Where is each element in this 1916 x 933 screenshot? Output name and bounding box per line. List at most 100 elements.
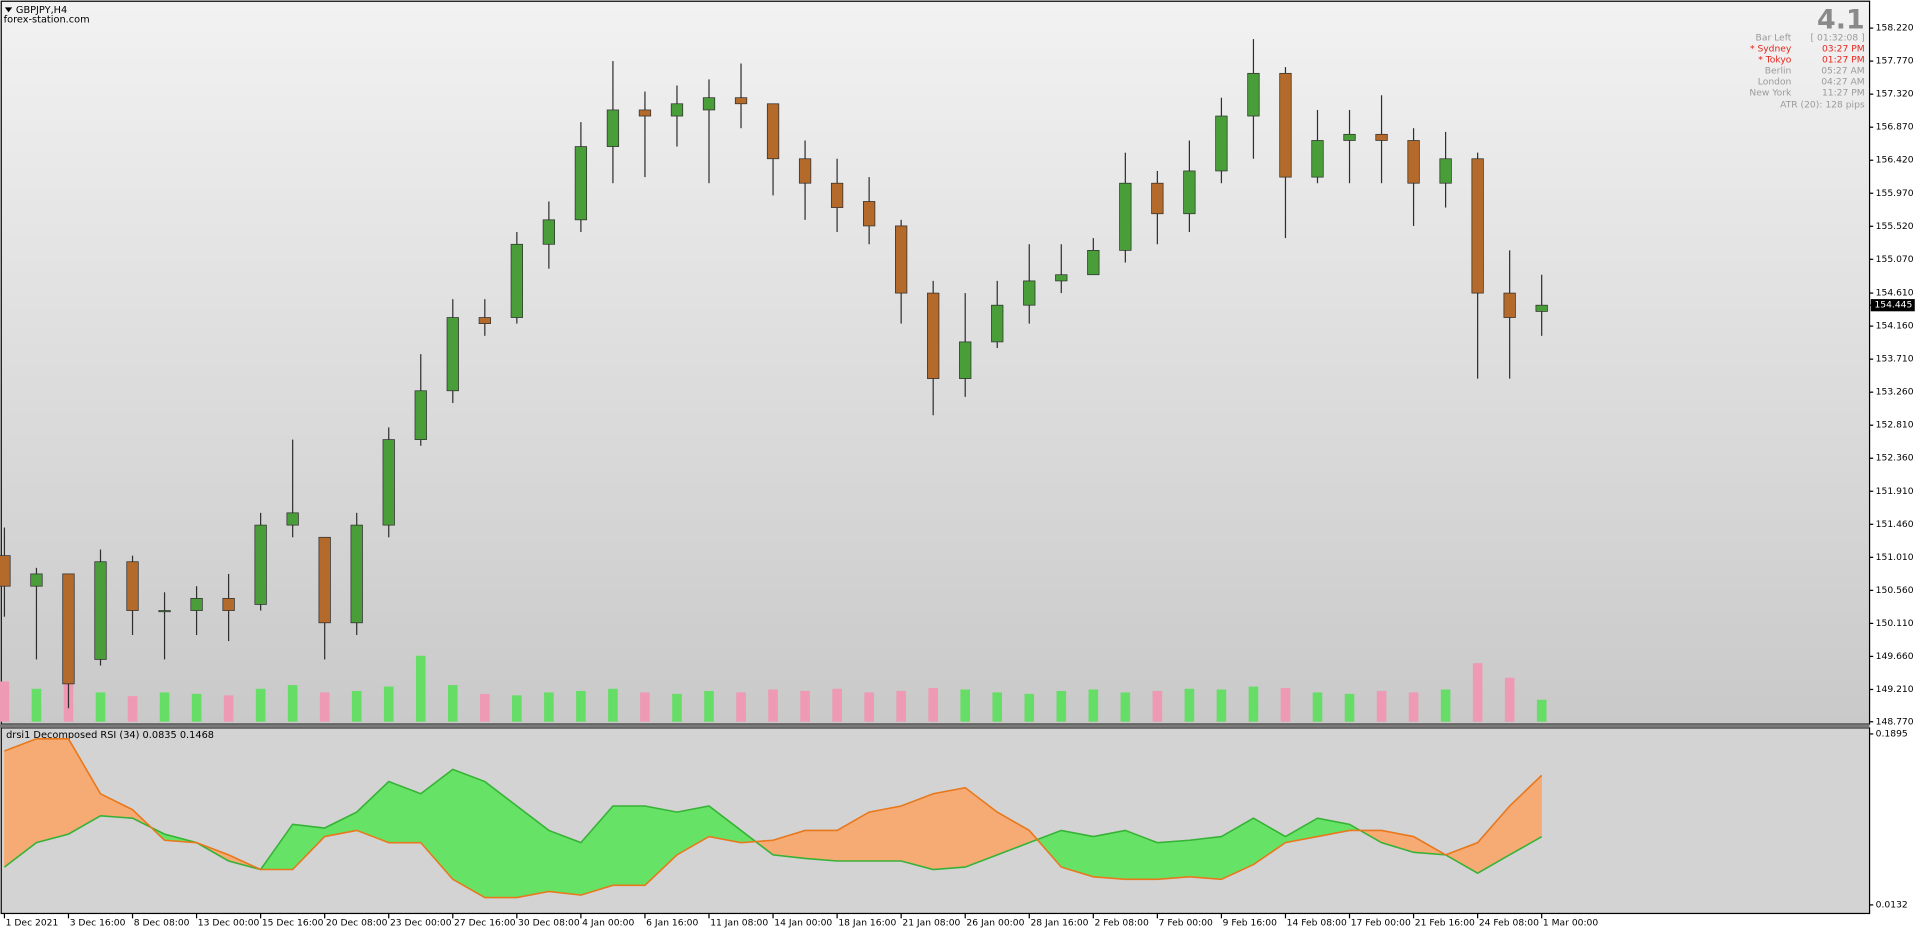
candle-body [1055, 274, 1068, 282]
indicator-title: drsi1 Decomposed RSI (34) 0.0835 0.1468 [6, 730, 214, 741]
volume-bar [1184, 688, 1195, 722]
y-tick-label: 0.1895 [1876, 728, 1908, 739]
fill-segment [1189, 836, 1222, 880]
fill-segment [36, 738, 69, 843]
x-tick-label: 23 Dec 00:00 [390, 918, 452, 929]
y-tick-label: 152.810 [1876, 420, 1914, 431]
y-tick-label: 148.770 [1876, 716, 1914, 727]
candle-body [734, 97, 748, 105]
x-tick-label: 1 Dec 2021 [6, 918, 59, 929]
candle-body [1503, 292, 1516, 318]
volume-bar [736, 692, 746, 722]
x-tick-label: 3 Dec 16:00 [70, 918, 126, 929]
info-label: New York [1749, 87, 1792, 98]
fill-segment [612, 805, 646, 886]
candle-body [94, 561, 107, 660]
y-tick-label: 158.220 [1876, 23, 1914, 34]
info-value: 11:27 PM [1822, 87, 1865, 98]
y-tick-label: 155.970 [1876, 188, 1914, 199]
volume-bar [1408, 692, 1419, 722]
candle-body [606, 109, 620, 147]
candle-body [959, 341, 972, 379]
y-tick-label: 154.610 [1876, 288, 1914, 299]
info-label: * Tokyo [1758, 54, 1792, 65]
watermark: forex-station.com [4, 15, 90, 26]
candle-body [1407, 140, 1420, 184]
candle-body [254, 524, 267, 605]
y-tick-label: 0.0132 [1876, 899, 1908, 910]
x-tick-label: 24 Feb 08:00 [1479, 918, 1539, 929]
candle-body [222, 597, 235, 611]
candle-body [1343, 133, 1356, 141]
info-label: Berlin [1765, 65, 1792, 76]
candle-body [766, 103, 780, 160]
candle-body [446, 317, 459, 392]
x-tick-label: 8 Dec 08:00 [134, 918, 190, 929]
volume-bar [319, 692, 330, 722]
info-value: 04:27 AM [1821, 76, 1864, 87]
y-tick-label: 156.420 [1876, 155, 1914, 166]
y-tick-label: 151.460 [1876, 519, 1914, 530]
info-value: 03:27 PM [1822, 43, 1865, 54]
x-tick-label: 20 Dec 08:00 [326, 918, 388, 929]
volume-bar [447, 685, 458, 722]
x-tick-label: 27 Dec 16:00 [454, 918, 516, 929]
x-tick-label: 9 Feb 16:00 [1223, 918, 1277, 929]
volume-bar [1472, 663, 1483, 722]
candle-body [1247, 72, 1260, 117]
x-tick-label: 28 Jan 16:00 [1030, 918, 1088, 929]
volume-bar [640, 692, 650, 722]
x-tick-label: 30 Dec 08:00 [518, 918, 580, 929]
candle-body [318, 536, 331, 624]
indicator-line [4, 737, 1543, 899]
menu-arrow[interactable] [4, 7, 13, 13]
candle-body [574, 146, 588, 221]
volume-bar [960, 689, 971, 722]
volume-bar [1376, 690, 1387, 722]
volume-bar [287, 685, 298, 722]
y-tick-label: 157.320 [1876, 89, 1914, 100]
volume-bar [191, 693, 202, 722]
volume-bar [768, 689, 778, 722]
volume-bar [127, 696, 138, 722]
volume-bar [608, 688, 618, 722]
volume-bar [512, 695, 522, 722]
volume-bar [351, 690, 362, 722]
volume-bar [1024, 693, 1035, 722]
volume-bar [832, 688, 842, 722]
atr-text: ATR (20): 128 pips [1780, 100, 1865, 111]
y-tick-label: 153.710 [1876, 354, 1914, 365]
candle-body [382, 439, 395, 526]
y-tick-label: 149.660 [1876, 651, 1914, 662]
volume-bar [1344, 693, 1355, 722]
candle-body [126, 561, 139, 611]
volume-bar [896, 690, 906, 722]
volume-bar [800, 690, 810, 722]
volume-bar [1536, 699, 1547, 722]
candle-body [1119, 182, 1132, 251]
candle-body [1375, 133, 1388, 141]
candle-body [830, 182, 844, 208]
info-label: Bar Left [1756, 32, 1792, 43]
candle-body [190, 597, 203, 611]
candle-body [702, 97, 716, 111]
candle-body [1439, 158, 1452, 184]
x-tick-label: 1 Mar 00:00 [1543, 918, 1598, 929]
y-tick-label: 149.210 [1876, 684, 1914, 695]
candle-body [158, 610, 171, 613]
x-tick-label: 18 Jan 16:00 [838, 918, 896, 929]
x-tick-label: 26 Jan 00:00 [966, 918, 1024, 929]
volume-bar [1280, 688, 1291, 722]
x-tick-label: 13 Dec 00:00 [198, 918, 260, 929]
x-tick-label: 11 Jan 08:00 [710, 918, 768, 929]
y-tick-label: 151.910 [1876, 486, 1914, 497]
fill-segment [452, 768, 486, 898]
x-tick-label: 14 Feb 08:00 [1287, 918, 1347, 929]
volume-bar [992, 692, 1003, 722]
x-tick-label: 6 Jan 16:00 [646, 918, 698, 929]
price-tag-label: 154.445 [1874, 300, 1912, 311]
x-tick-label: 2 Feb 08:00 [1095, 918, 1149, 929]
volume-bar [576, 690, 586, 722]
